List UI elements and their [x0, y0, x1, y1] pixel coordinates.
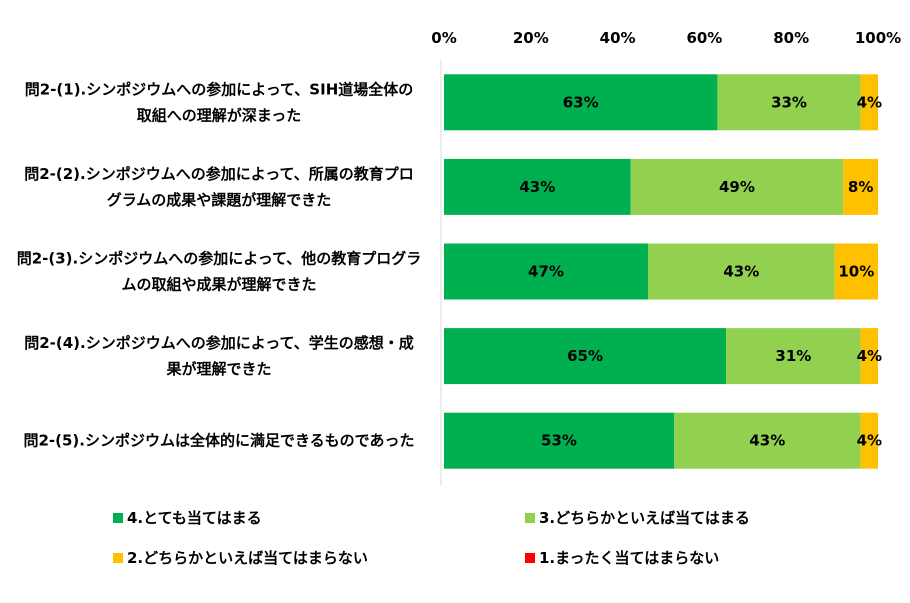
x-tick-labels: 0% 20% 40% 60% 80% 100% — [431, 29, 901, 47]
data-label: 33% — [771, 93, 807, 111]
data-label: 53% — [541, 432, 577, 450]
bar-segment — [860, 328, 878, 385]
bar-segment — [860, 74, 878, 131]
x-tick-label: 40% — [600, 29, 636, 47]
data-label: 43% — [749, 432, 785, 450]
legend-label: 2.どちらかといえば当てはまらない — [127, 549, 368, 567]
bar-segment — [647, 243, 835, 300]
bar-segment — [444, 328, 727, 385]
bar-segment — [834, 243, 878, 300]
category-label: 問2-(4).シンポジウムへの参加によって、学生の感想・成果が理解できた — [24, 334, 414, 378]
data-label: 49% — [719, 178, 755, 196]
bar-segment — [630, 158, 844, 215]
bar-segment — [444, 158, 631, 215]
data-label: 65% — [567, 347, 603, 365]
legend: 4.とても当てはまる 3.どちらかといえば当てはまる 2.どちらかといえば当てはまら… — [113, 509, 750, 567]
legend-label: 3.どちらかといえば当てはまる — [539, 509, 750, 527]
data-label: 10% — [838, 263, 874, 281]
bar-segment — [726, 328, 861, 385]
data-label: 31% — [775, 347, 811, 365]
legend-swatch — [525, 513, 535, 523]
bar-segment — [860, 412, 878, 469]
x-tick-label: 20% — [513, 29, 549, 47]
data-label: 47% — [528, 263, 564, 281]
bar-segment — [843, 158, 878, 215]
category-labels: 問2-(1).シンポジウムへの参加によって、SIH道場全体の取組への理解が深まっ… — [17, 80, 422, 449]
category-label: 問2-(5).シンポジウムは全体的に満足できるものであった — [23, 432, 414, 450]
data-label: 63% — [563, 93, 599, 111]
category-label: 問2-(2).シンポジウムへの参加によって、所属の教育プログラムの成果や課題が理… — [24, 165, 414, 209]
bar-segment — [717, 74, 861, 131]
bar-segment — [444, 243, 648, 300]
data-label: 4% — [857, 432, 882, 450]
data-label: 8% — [848, 178, 873, 196]
x-tick-label: 0% — [431, 29, 456, 47]
legend-label: 4.とても当てはまる — [127, 509, 262, 527]
bars: 63% 33% 4% 43% 49% 8% 47% 43% 10% 65% 31% 4% 53% 43% 4… — [444, 74, 882, 469]
data-label: 43% — [519, 178, 555, 196]
category-label: 問2-(1).シンポジウムへの参加によって、SIH道場全体の取組への理解が深まっ… — [25, 80, 414, 124]
bar-segment — [674, 412, 861, 469]
x-tick-label: 80% — [773, 29, 809, 47]
category-label: 問2-(3).シンポジウムへの参加によって、他の教育プログラムの取組や成果が理解… — [17, 250, 422, 294]
legend-label: 1.まったく当てはまらない — [539, 549, 719, 567]
legend-swatch — [113, 553, 123, 563]
data-label: 43% — [723, 263, 759, 281]
data-label: 4% — [857, 347, 882, 365]
legend-swatch — [113, 513, 123, 523]
bar-segment — [444, 412, 675, 469]
legend-swatch — [525, 553, 535, 563]
bar-segment — [444, 74, 718, 131]
data-label: 4% — [857, 93, 882, 111]
x-tick-label: 100% — [855, 29, 901, 47]
x-tick-label: 60% — [686, 29, 722, 47]
